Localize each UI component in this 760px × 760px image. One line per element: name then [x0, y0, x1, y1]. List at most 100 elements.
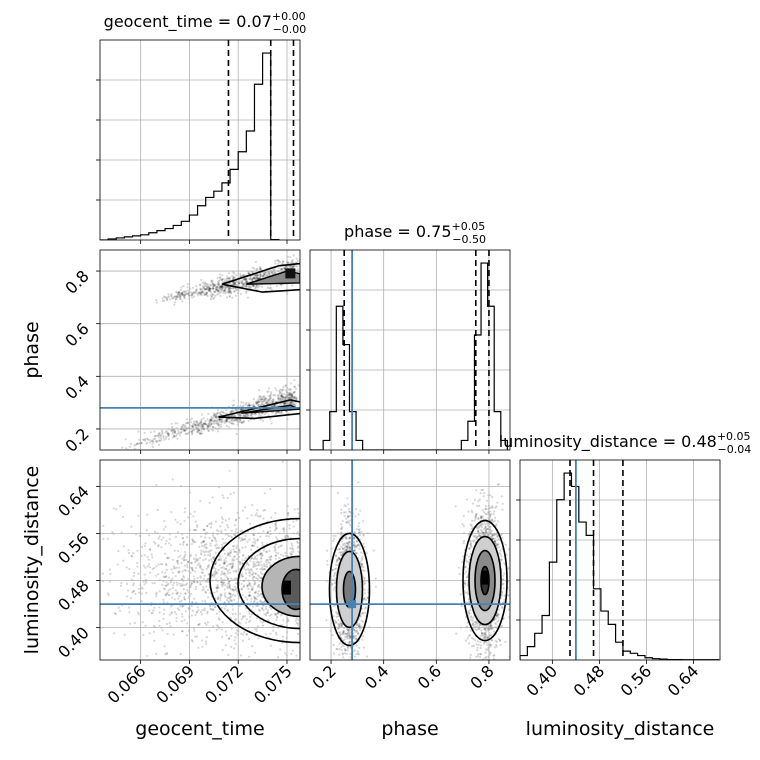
sample-point [233, 550, 237, 553]
sample-point [422, 599, 424, 601]
sample-point [247, 272, 250, 275]
sample-point [266, 611, 269, 615]
sample-point [182, 285, 185, 288]
sample-point [296, 546, 299, 549]
sample-point [265, 550, 269, 554]
sample-point [183, 598, 186, 601]
sample-point [199, 288, 202, 291]
sample-point [209, 526, 212, 529]
sample-point [284, 652, 287, 655]
sample-point [303, 560, 305, 562]
sample-point [193, 580, 196, 583]
sample-point [87, 552, 89, 554]
sample-point [227, 272, 230, 275]
sample-point [196, 559, 199, 563]
sample-point [340, 622, 343, 625]
sample-point [153, 582, 156, 585]
sample-point [201, 432, 204, 435]
sample-point [218, 418, 221, 421]
sample-point [269, 644, 272, 647]
sample-point [360, 557, 364, 560]
sample-point [255, 590, 258, 593]
sample-point [255, 604, 258, 608]
sample-point [346, 547, 349, 551]
sample-point [290, 259, 294, 263]
sample-point [295, 540, 299, 543]
sample-point [154, 434, 157, 437]
sample-point [264, 560, 268, 563]
sample-point [136, 549, 139, 552]
sample-point [271, 411, 275, 414]
sample-point [231, 283, 234, 286]
sample-point [360, 564, 363, 568]
sample-point [275, 631, 278, 634]
sample-point [325, 619, 328, 622]
sample-point [357, 513, 360, 516]
sample-point [200, 567, 203, 570]
sample-point [241, 285, 244, 288]
sample-point [251, 544, 254, 548]
sample-point [171, 577, 174, 580]
sample-point [420, 565, 422, 567]
sample-point [348, 515, 352, 518]
sample-point [283, 536, 287, 539]
sample-point [320, 640, 322, 642]
sample-point [235, 550, 238, 554]
sample-point [349, 681, 351, 683]
sample-point [234, 612, 237, 616]
sample-point [203, 529, 206, 532]
sample-point [122, 545, 125, 548]
sample-point [199, 425, 202, 428]
sample-point [171, 436, 174, 439]
sample-point [172, 565, 176, 568]
sample-point [310, 514, 312, 516]
sample-point [243, 537, 246, 541]
sample-point [185, 559, 188, 562]
sample-point [229, 595, 232, 598]
sample-point [201, 291, 204, 295]
sample-point [163, 645, 166, 648]
sample-point [274, 525, 277, 528]
sample-point [202, 559, 205, 562]
sample-point [262, 568, 265, 571]
sample-point [242, 615, 245, 618]
sample-point [204, 293, 207, 296]
sample-point [306, 651, 308, 653]
sample-point [385, 543, 387, 545]
sample-point [323, 635, 325, 637]
sample-point [223, 285, 226, 288]
sample-point [318, 589, 320, 591]
sample-point [204, 536, 207, 539]
sample-point [321, 589, 323, 591]
sample-point [320, 582, 322, 584]
sample-point [331, 582, 334, 585]
sample-point [242, 283, 245, 286]
sample-point [191, 296, 194, 299]
sample-point [201, 423, 204, 426]
sample-point [198, 291, 201, 294]
sample-point [198, 292, 201, 295]
sample-point [276, 538, 279, 541]
sample-point [248, 404, 251, 407]
sample-point [193, 510, 196, 513]
sample-point [194, 424, 197, 427]
sample-point [210, 418, 213, 421]
sample-point [199, 292, 202, 295]
sample-point [286, 261, 290, 264]
sample-point [275, 411, 278, 414]
sample-point [197, 646, 200, 650]
sample-point [371, 609, 373, 611]
sample-point [243, 278, 247, 281]
sample-point [254, 572, 257, 575]
sample-point [203, 545, 206, 548]
sample-point [210, 280, 213, 283]
sample-point [199, 432, 202, 435]
sample-point [287, 402, 290, 405]
sample-point [114, 612, 117, 616]
sample-point [295, 398, 298, 401]
sample-point [255, 284, 258, 287]
sample-point [176, 559, 179, 563]
sample-point [170, 425, 174, 428]
sample-point [303, 552, 305, 554]
sample-point [211, 280, 214, 283]
